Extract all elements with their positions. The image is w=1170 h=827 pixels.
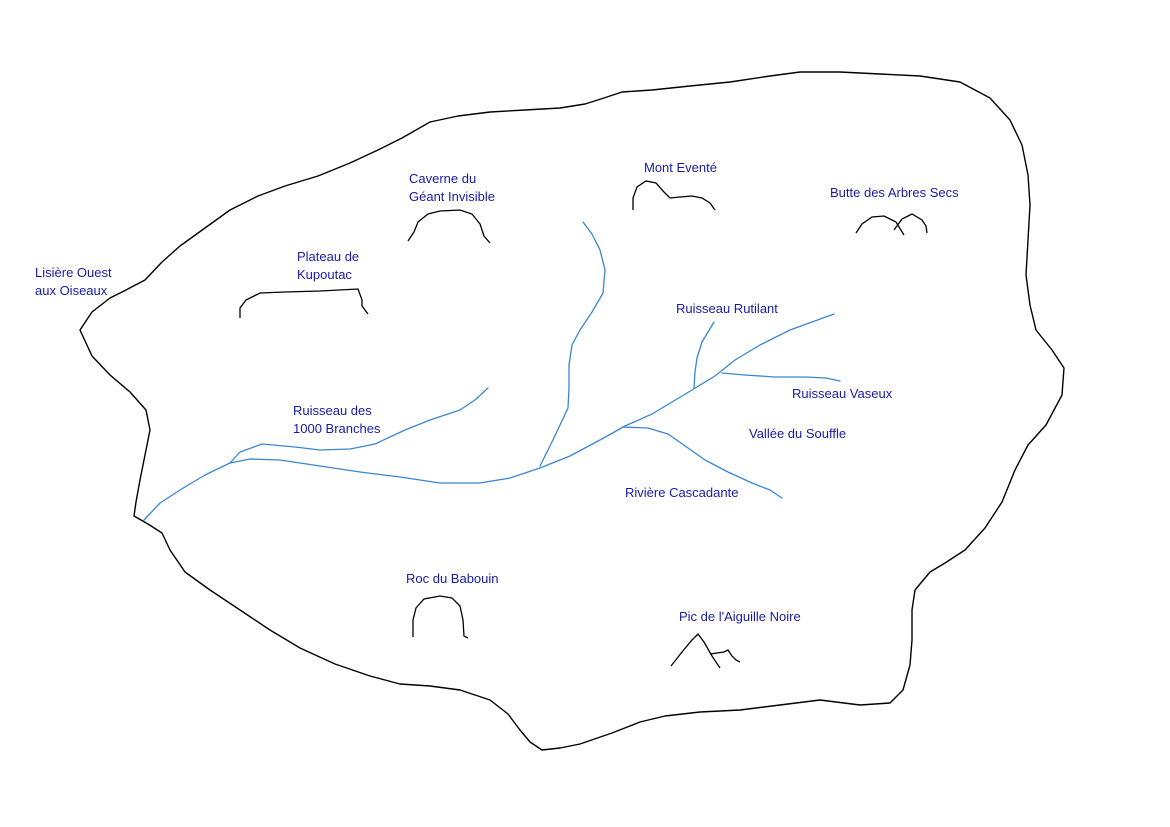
ruisseau-vaseux-stream [721,372,841,382]
label-line: Plateau de [297,249,360,264]
label-line: Roc du Babouin [406,571,499,586]
pic-outline [670,633,721,669]
label-line: Rivière Cascadante [625,485,739,500]
label-line: Kupoutac [297,267,352,282]
label-caverne: Caverne du Géant Invisible [409,170,495,206]
plateau-outline [239,288,369,318]
label-line: Butte des Arbres Secs [830,185,959,200]
riviere-cascadante-branch [621,426,783,499]
pic-outline-tail [709,649,741,663]
label-line: Ruisseau Vaseux [792,386,893,401]
label-line: Lisière Ouest [35,265,112,280]
label-line: Mont Eventé [644,160,717,175]
label-butte: Butte des Arbres Secs [830,184,959,202]
roc-outline [412,595,469,639]
label-line: 1000 Branches [293,421,381,436]
label-pic: Pic de l'Aiguille Noire [679,608,801,626]
label-plateau: Plateau de Kupoutac [297,248,359,284]
butte-outline-2 [893,213,928,234]
label-riviere-cascadante: Rivière Cascadante [625,484,738,502]
label-line: Vallée du Souffle [749,426,847,441]
label-line: Ruisseau Rutilant [676,301,778,316]
label-lisiere-ouest: Lisière Ouest aux Oiseaux [35,264,112,300]
label-ruisseau-vaseux: Ruisseau Vaseux [792,385,892,403]
riviere-cascadante-main [143,313,835,521]
river-system [143,221,841,521]
label-ruisseau-rutilant: Ruisseau Rutilant [676,300,778,318]
label-vallee: Vallée du Souffle [749,425,846,443]
island-outline [79,71,1065,751]
label-line: aux Oiseaux [35,283,108,298]
caverne-outline [407,209,491,244]
label-roc: Roc du Babouin [406,570,499,588]
label-line: Ruisseau des [293,403,372,418]
label-ruisseau-branches: Ruisseau des 1000 Branches [293,402,380,438]
butte-outline-1 [855,215,905,236]
label-line: Pic de l'Aiguille Noire [679,609,801,624]
ruisseau-branches [229,387,489,464]
mont-outline [632,180,716,211]
ruisseau-rutilant-stream [693,321,715,389]
label-line: Géant Invisible [409,189,495,204]
label-mont-evente: Mont Eventé [644,159,717,177]
northern-tributary [539,221,606,467]
label-line: Caverne du [409,171,477,186]
